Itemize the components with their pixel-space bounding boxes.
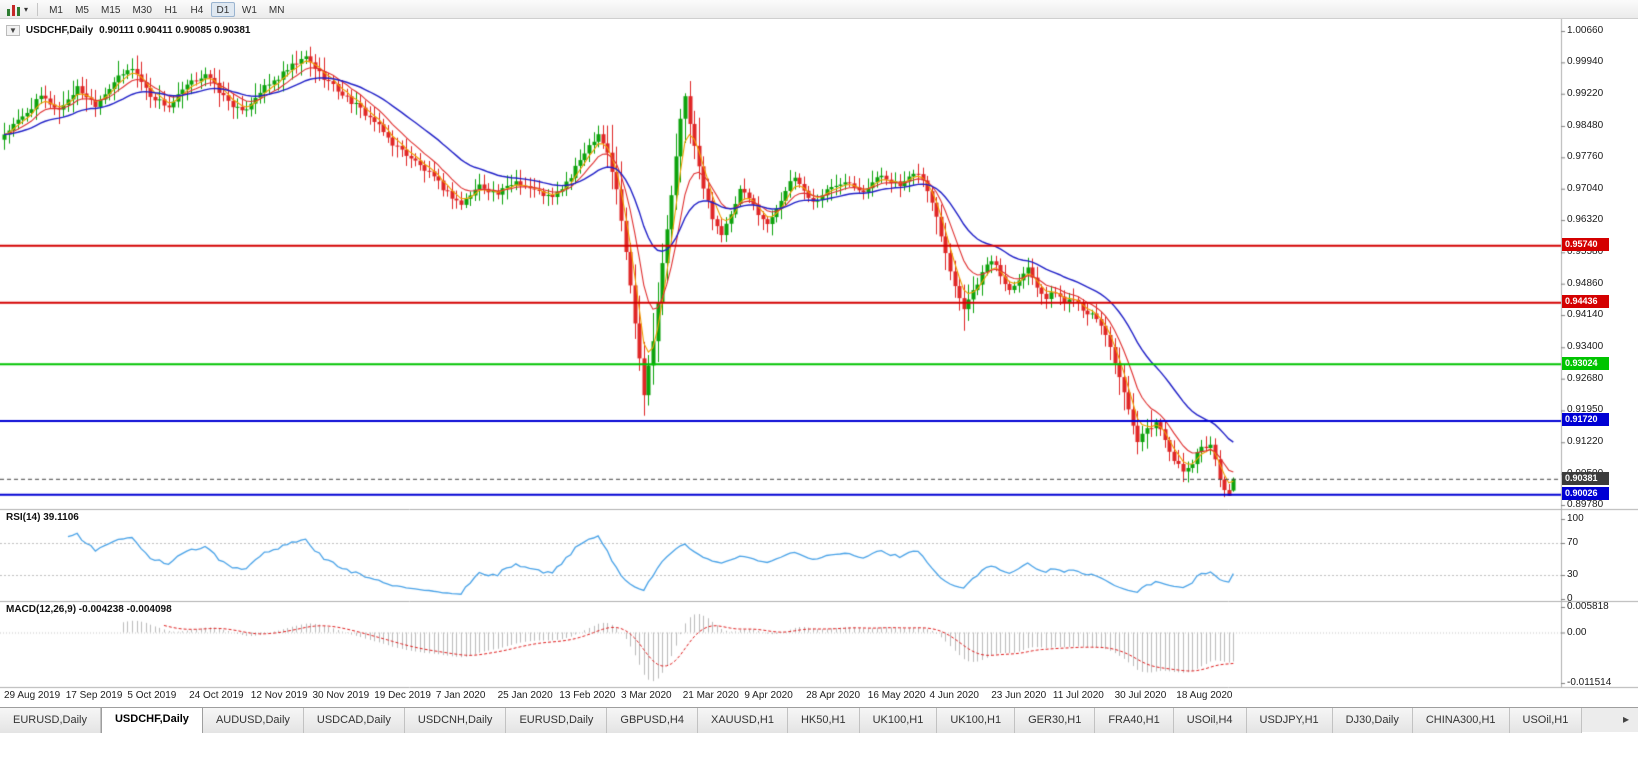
timeframe-button-w1[interactable]: W1 bbox=[241, 5, 257, 16]
price-axis-tick: 0.97040 bbox=[1567, 182, 1604, 194]
price-axis-tick: 0.99940 bbox=[1567, 56, 1604, 68]
price-axis-tick: 0.97760 bbox=[1567, 151, 1604, 163]
price-axis-tick: 0.91950 bbox=[1567, 404, 1604, 416]
chart-tab[interactable]: XAUUSD,H1 bbox=[697, 708, 788, 733]
date-axis-label: 29 Aug 2019 bbox=[4, 690, 61, 701]
chart-tab[interactable]: GBPUSD,H4 bbox=[607, 708, 698, 733]
price-axis-tick: 0.99220 bbox=[1567, 87, 1604, 99]
price-axis-tick: 0.96320 bbox=[1567, 214, 1604, 226]
timeframe-toolbar: ▾ M1 M5 M15 M30 H1 H4 D1 W1 MN bbox=[0, 0, 1638, 19]
date-axis-label: 18 Aug 2020 bbox=[1176, 690, 1233, 701]
date-axis-label: 17 Sep 2019 bbox=[65, 690, 123, 701]
rsi-axis-tick: 100 bbox=[1567, 513, 1584, 524]
chart-tabs-group: EURUSD,Daily USDCHF,Daily AUDUSD,Daily USDC… bbox=[0, 708, 1612, 733]
chart-tab[interactable]: USDCHF,Daily bbox=[100, 708, 203, 733]
price-axis-tick: 0.93400 bbox=[1567, 341, 1604, 353]
chart-tab[interactable]: GER30,H1 bbox=[1015, 708, 1096, 733]
macd-indicator-label: MACD(12,26,9) -0.004238 -0.004098 bbox=[6, 604, 172, 615]
price-line-badge: 0.95740 bbox=[1562, 238, 1609, 252]
date-axis-label: 30 Jul 2020 bbox=[1114, 690, 1167, 701]
chart-tab[interactable]: USDCNH,Daily bbox=[404, 708, 507, 733]
rsi-axis-tick: 30 bbox=[1567, 569, 1579, 580]
date-axis-label: 24 Oct 2019 bbox=[189, 690, 244, 701]
macd-panel-separator[interactable] bbox=[0, 599, 1561, 604]
chart-tab[interactable]: DJ30,Daily bbox=[1332, 708, 1413, 733]
price-axis-tick: 0.95580 bbox=[1567, 246, 1604, 258]
chart-tab[interactable]: AUDUSD,Daily bbox=[202, 708, 304, 733]
chart-tab[interactable]: UK100,H1 bbox=[859, 708, 938, 733]
chart-type-dropdown-icon[interactable]: ▾ bbox=[24, 4, 29, 14]
macd-axis-tick: 0.005818 bbox=[1567, 601, 1609, 612]
date-axis-label: 16 May 2020 bbox=[867, 690, 926, 701]
chart-ohlc-values: 0.90111 0.90411 0.90085 0.90381 bbox=[99, 25, 251, 36]
chart-tab[interactable]: USOil,H4 bbox=[1173, 708, 1247, 733]
chart-tab[interactable]: USOil,H1 bbox=[1509, 708, 1583, 733]
date-axis-label: 19 Dec 2019 bbox=[374, 690, 431, 701]
tab-scroll-right-button[interactable]: ▸ bbox=[1622, 712, 1630, 726]
date-axis-label: 25 Jan 2020 bbox=[497, 690, 553, 701]
rsi-indicator-label: RSI(14) 39.1106 bbox=[6, 512, 79, 523]
date-axis-label: 30 Nov 2019 bbox=[312, 690, 370, 701]
date-axis-label: 13 Feb 2020 bbox=[559, 690, 616, 701]
date-axis-label: 11 Jul 2020 bbox=[1052, 690, 1104, 701]
date-axis-label: 7 Jan 2020 bbox=[435, 690, 486, 701]
symbol-dropdown-icon[interactable]: ▼ bbox=[6, 25, 20, 36]
chart-canvas[interactable] bbox=[0, 19, 1638, 707]
rsi-axis-tick: 0 bbox=[1567, 593, 1573, 604]
timeframe-button-m30[interactable]: M30 bbox=[132, 5, 152, 16]
macd-axis-tick: 0.00 bbox=[1567, 626, 1587, 638]
price-line-badge: 0.94436 bbox=[1562, 295, 1609, 309]
timeframe-buttons-group: M1 M5 M15 M30 H1 H4 D1 W1 MN bbox=[43, 0, 290, 18]
timeframe-button-m1[interactable]: M1 bbox=[49, 5, 63, 16]
chart-symbol-period: USDCHF,Daily bbox=[25, 25, 94, 36]
price-line-badge: 0.93024 bbox=[1562, 356, 1609, 370]
price-axis-tick: 1.00660 bbox=[1567, 25, 1604, 36]
chart-title: ▼ USDCHF,Daily 0.90111 0.90411 0.90085 0… bbox=[6, 25, 250, 36]
chart-tab[interactable]: CHINA300,H1 bbox=[1412, 708, 1510, 733]
date-axis-label: 3 Mar 2020 bbox=[621, 690, 672, 701]
price-axis-tick: 0.92680 bbox=[1567, 372, 1604, 384]
chart-tab[interactable]: EURUSD,Daily bbox=[506, 708, 608, 733]
timeframe-button-m5[interactable]: M5 bbox=[75, 5, 89, 16]
rsi-axis-tick: 70 bbox=[1567, 537, 1579, 548]
chart-tab[interactable]: HK50,H1 bbox=[787, 708, 860, 733]
timeframe-button-m15[interactable]: M15 bbox=[101, 5, 121, 16]
date-axis-label: 5 Oct 2019 bbox=[127, 690, 177, 701]
chart-tab[interactable]: USDCAD,Daily bbox=[303, 708, 405, 733]
price-line-badge: 0.91720 bbox=[1562, 413, 1609, 427]
chart-tab[interactable]: FRA40,H1 bbox=[1095, 708, 1174, 733]
macd-axis-tick: -0.011514 bbox=[1567, 677, 1612, 688]
price-axis-tick: 0.89780 bbox=[1567, 499, 1604, 510]
rsi-panel-separator[interactable] bbox=[0, 507, 1561, 512]
chart-type-icon[interactable] bbox=[4, 3, 23, 16]
toolbar-separator bbox=[37, 2, 39, 16]
timeframe-button-h1[interactable]: H1 bbox=[164, 5, 178, 16]
price-line-badge: 0.90026 bbox=[1562, 487, 1609, 501]
price-axis-tick: 0.91220 bbox=[1567, 436, 1604, 448]
date-axis-label: 23 Jun 2020 bbox=[991, 690, 1047, 701]
chart-tab[interactable]: EURUSD,Daily bbox=[0, 708, 101, 733]
timeframe-button-h4[interactable]: H4 bbox=[190, 5, 204, 16]
date-axis-label: 9 Apr 2020 bbox=[744, 690, 793, 701]
price-axis-tick: 0.98480 bbox=[1567, 119, 1604, 131]
date-axis-label: 4 Jun 2020 bbox=[929, 690, 980, 701]
chart-tab[interactable]: USDJPY,H1 bbox=[1246, 708, 1333, 733]
chart-tab[interactable]: UK100,H1 bbox=[937, 708, 1016, 733]
timeframe-button-d1[interactable]: D1 bbox=[210, 2, 235, 17]
date-axis-label: 12 Nov 2019 bbox=[250, 690, 308, 701]
current-price-badge: 0.90381 bbox=[1562, 471, 1609, 485]
price-axis-tick: 0.94140 bbox=[1567, 309, 1604, 321]
date-axis-label: 21 Mar 2020 bbox=[682, 690, 739, 701]
price-axis-tick: 0.94860 bbox=[1567, 277, 1604, 289]
chart-tab-bar: EURUSD,Daily USDCHF,Daily AUDUSD,Daily USDC… bbox=[0, 707, 1638, 733]
timeframe-button-mn[interactable]: MN bbox=[268, 5, 285, 16]
date-axis-label: 28 Apr 2020 bbox=[806, 690, 861, 701]
chart-area: ▼ USDCHF,Daily 0.90111 0.90411 0.90085 0… bbox=[0, 19, 1638, 707]
